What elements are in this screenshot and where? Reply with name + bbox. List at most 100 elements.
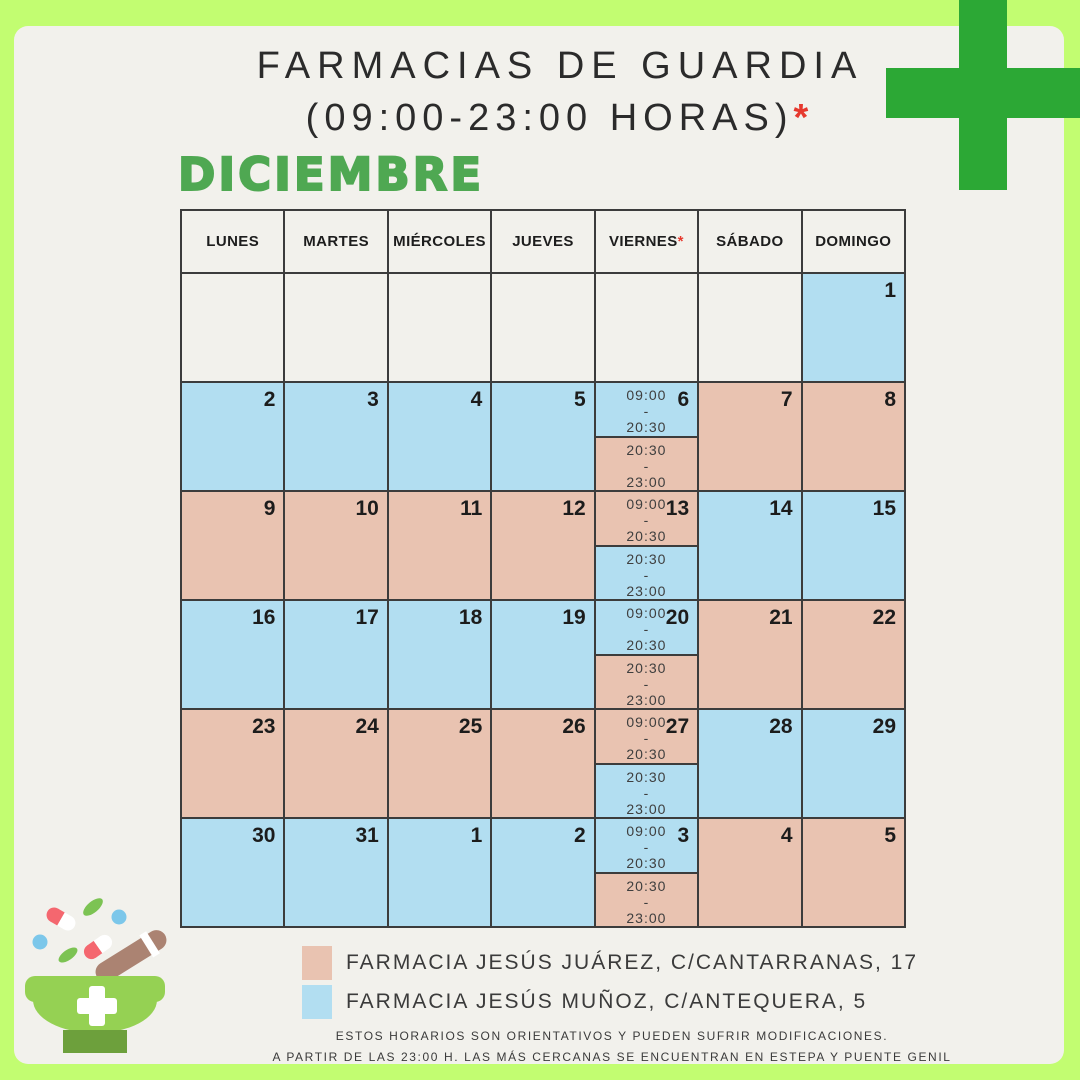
time-range-line: 23:00 (626, 909, 667, 926)
time-range-line: 23:00 (626, 582, 667, 599)
day-number: 2 (574, 824, 586, 847)
legend-item: FARMACIA JESÚS MUÑOZ, C/ANTEQUERA, 5 (302, 985, 918, 1019)
friday-top-slot: 09:00-20:30 (595, 383, 698, 438)
pestle-icon (95, 930, 167, 982)
time-range-line: - (643, 893, 650, 910)
calendar-empty-cell (182, 274, 284, 381)
calendar-day-cell: 3 (285, 383, 387, 490)
calendar-day-cell: 23 (182, 710, 284, 817)
calendar-empty-cell (699, 274, 801, 381)
time-range-line: - (643, 784, 650, 801)
day-number: 31 (355, 824, 379, 847)
calendar-day-cell: 9 (182, 492, 284, 599)
time-range-line: 20:30 (626, 659, 667, 676)
legend-swatch-pink (302, 946, 332, 980)
legend-label: FARMACIA JESÚS JUÁREZ, C/CANTARRANAS, 17 (346, 951, 919, 974)
weekday-header-jueves: JUEVES (492, 211, 594, 272)
weekday-label: MIÉRCOLES (393, 233, 486, 250)
time-range-line: 23:00 (626, 473, 667, 490)
pill-icon (111, 909, 127, 925)
capsule-icon (83, 934, 113, 960)
weekday-header-miércoles: MIÉRCOLES (388, 211, 491, 272)
time-range-line: 09:00 (626, 496, 667, 512)
calendar-day-cell: 16 (182, 601, 284, 708)
day-number: 18 (458, 606, 483, 629)
friday-bottom-slot: 20:30-23:00 (595, 655, 698, 708)
calendar-day-cell: 28 (699, 710, 801, 817)
pharmacy-cross-icon (886, 68, 1080, 118)
calendar-day-cell: 11 (388, 492, 491, 599)
weekday-header-sábado: SÁBADO (699, 211, 801, 272)
day-number: 24 (355, 715, 379, 738)
day-number: 27 (665, 715, 690, 738)
time-range-line: 20:30 (626, 441, 667, 458)
friday-top-slot: 09:00-20:30 (595, 819, 698, 874)
day-number: 16 (252, 606, 276, 629)
subtitle-asterisk: * (793, 97, 815, 139)
calendar-empty-cell (285, 274, 387, 381)
calendar-day-cell: 4 (699, 819, 801, 926)
capsule-icon (46, 907, 76, 931)
calendar-grid: LUNES MARTES MIÉRCOLES JUEVES VIERNES * SÁBADO… (180, 209, 906, 928)
calendar-day-cell-split: 09:00-20:30 20:30-23:00 20 (595, 601, 698, 708)
day-number: 22 (872, 606, 896, 629)
calendar-day-cell: 22 (802, 601, 904, 708)
calendar-day-cell: 7 (699, 383, 801, 490)
calendar-empty-cell (388, 274, 491, 381)
time-range-line: - (643, 403, 650, 419)
day-number: 26 (562, 715, 586, 738)
mortar-pestle-icon (25, 898, 167, 1053)
calendar-day-cell-split: 09:00-20:30 20:30-23:00 3 (595, 819, 698, 926)
calendar-day-cell: 14 (699, 492, 801, 599)
weekday-label: DOMINGO (815, 233, 892, 250)
time-range-line: - (643, 839, 650, 855)
time-range-line: 20:30 (626, 528, 667, 544)
weekday-header-lunes: LUNES (182, 211, 284, 272)
day-number: 20 (665, 606, 690, 629)
calendar-day-cell-split: 09:00-20:30 20:30-23:00 13 (595, 492, 698, 599)
friday-bottom-slot: 20:30-23:00 (595, 873, 698, 926)
weekday-label: JUEVES (512, 233, 574, 250)
calendar-day-cell: 29 (802, 710, 904, 817)
calendar-day-cell: 18 (388, 601, 491, 708)
pill-icon (32, 934, 48, 950)
day-number: 17 (355, 606, 379, 629)
day-number: 9 (263, 497, 276, 520)
calendar-day-cell: 2 (492, 819, 594, 926)
month-title: DICIEMBRE (177, 147, 485, 202)
day-number: 12 (562, 497, 586, 520)
day-number: 3 (367, 388, 379, 411)
calendar-day-cell: 31 (285, 819, 387, 926)
time-range-line: 20:30 (626, 855, 667, 871)
time-range-line: - (643, 730, 650, 746)
day-number: 19 (562, 606, 586, 629)
time-range-line: - (643, 675, 650, 692)
calendar-day-cell: 15 (802, 492, 904, 599)
day-number: 28 (769, 715, 793, 738)
time-range-line: 20:30 (626, 746, 667, 762)
subtitle-text: (09:00-23:00 HORAS) (305, 97, 794, 139)
calendar-empty-cell (595, 274, 698, 381)
calendar-day-cell: 17 (285, 601, 387, 708)
day-number: 14 (769, 497, 793, 520)
calendar-day-cell: 19 (492, 601, 594, 708)
calendar-day-cell-split: 09:00-20:30 20:30-23:00 27 (595, 710, 698, 817)
time-range-line: 20:30 (626, 637, 667, 653)
legend-label: FARMACIA JESÚS MUÑOZ, C/ANTEQUERA, 5 (346, 990, 868, 1013)
friday-bottom-slot: 20:30-23:00 (595, 764, 698, 817)
time-range-line: 09:00 (626, 605, 667, 621)
weekday-asterisk: * (677, 233, 684, 250)
page-subtitle: (09:00-23:00 HORAS)* (140, 96, 980, 140)
time-range-line: 23:00 (626, 691, 667, 708)
bowl-icon (25, 976, 165, 1053)
time-range-line: 09:00 (626, 823, 667, 839)
day-number: 23 (252, 715, 276, 738)
calendar-day-cell: 4 (388, 383, 491, 490)
time-range-line: 20:30 (626, 877, 667, 894)
calendar-day-cell: 24 (285, 710, 387, 817)
weekday-header-viernes: VIERNES * (595, 211, 698, 272)
calendar-day-cell: 8 (802, 383, 904, 490)
time-range-line: - (643, 512, 650, 528)
day-number: 3 (677, 824, 690, 847)
